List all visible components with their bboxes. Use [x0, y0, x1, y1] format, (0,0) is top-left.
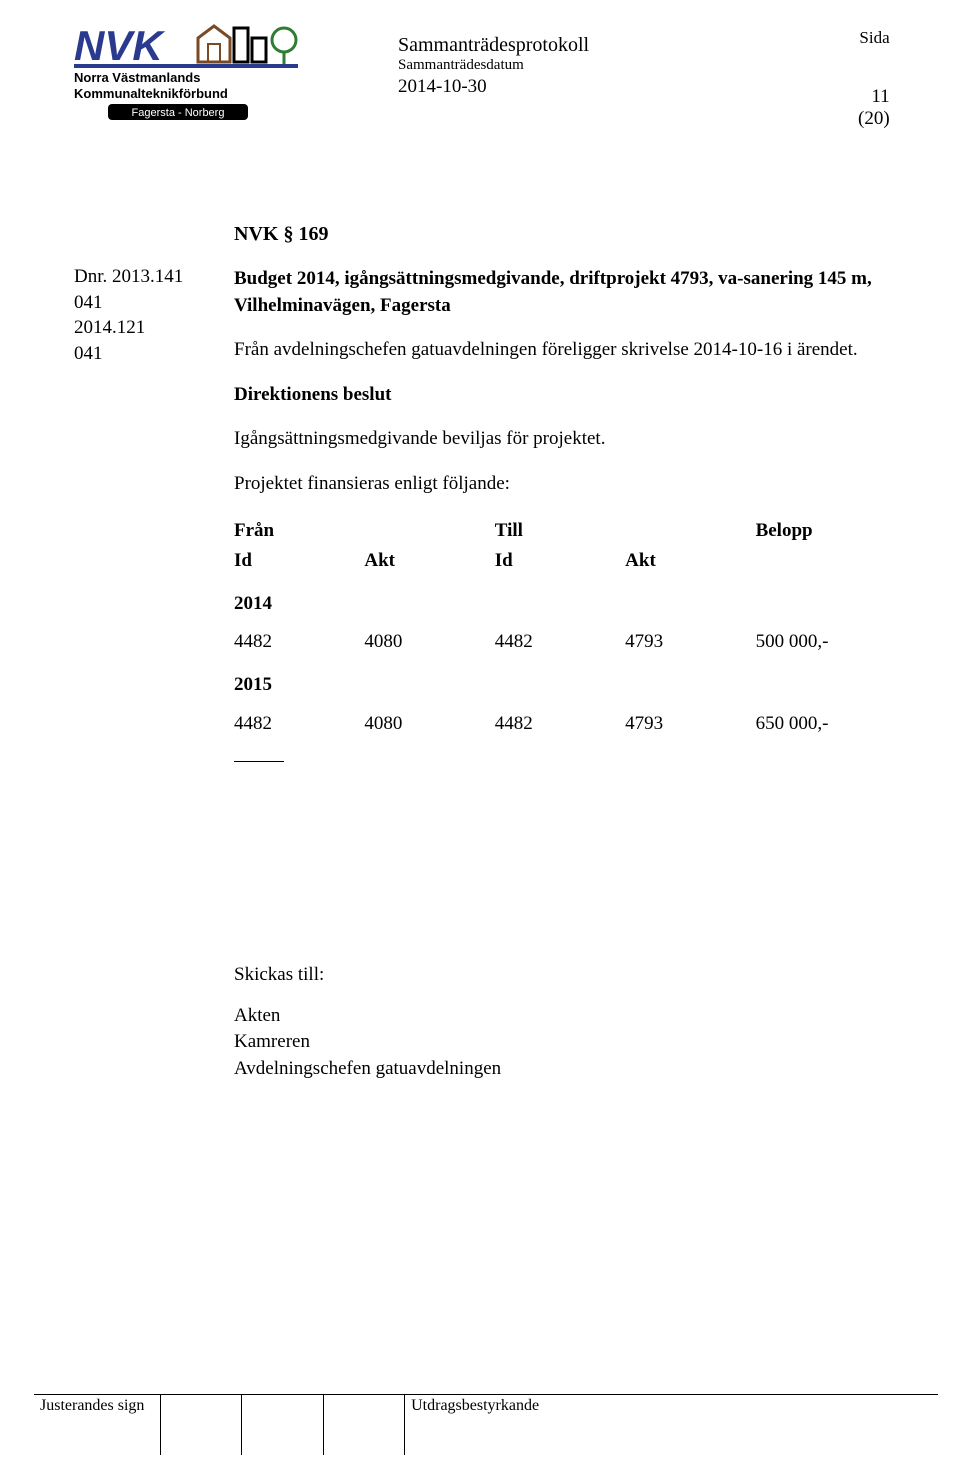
- beslut-label: Direktionens beslut: [234, 382, 886, 409]
- page-header: NVK Norra Västmanlands Kommunalteknikför…: [74, 20, 886, 130]
- sida-value: 11 (20): [858, 86, 890, 130]
- finance-table: Från Till Belopp Id Akt Id Akt 2014: [234, 516, 886, 740]
- header-right: Sida 11 (20): [858, 20, 890, 130]
- footer-left-label: Justerandes sign: [34, 1395, 161, 1456]
- table-row: 4482 4080 4482 4793 500 000,-: [234, 627, 886, 658]
- logo-line3: Kommunalteknikförbund: [74, 86, 228, 101]
- col-head: Akt: [364, 550, 395, 571]
- footer-right-label: Utdragsbestyrkande: [405, 1395, 938, 1456]
- paragraph: Igångsättningsmedgivande beviljas för pr…: [234, 426, 886, 453]
- table-year-row: 2014: [234, 577, 886, 628]
- cell: 4482: [234, 627, 364, 658]
- nvk-logo-icon: NVK Norra Västmanlands Kommunalteknikför…: [74, 20, 298, 122]
- cell: 500 000,-: [756, 627, 886, 658]
- footer-cell: [242, 1395, 323, 1456]
- table-head-row2: Id Akt Id Akt: [234, 546, 886, 577]
- table-row: 4482 4080 4482 4793 650 000,-: [234, 709, 886, 740]
- cell: 4793: [625, 709, 755, 740]
- dnr-row: 2014.121: [74, 317, 145, 338]
- dnr-label: Dnr.: [74, 266, 107, 287]
- content-column: NVK § 169 Budget 2014, igångsättningsmed…: [234, 220, 886, 1083]
- header-center: Sammanträdesprotokoll Sammanträdesdatum …: [398, 20, 858, 98]
- year-cell: 2014: [234, 577, 886, 628]
- col-head: Från: [234, 520, 274, 541]
- main-content: Dnr. 2013.141 041 2014.121 041 NVK § 169…: [74, 220, 886, 1083]
- protokoll-title: Sammanträdesprotokoll: [398, 34, 858, 57]
- item-title: Budget 2014, igångsättningsmedgivande, d…: [234, 266, 886, 319]
- dnr-row: 2013.141: [112, 266, 183, 287]
- cell: 4482: [495, 627, 625, 658]
- footer-table: Justerandes sign Utdragsbestyrkande: [34, 1394, 938, 1455]
- cell: 4482: [234, 709, 364, 740]
- cell: 4793: [625, 627, 755, 658]
- svg-text:NVK: NVK: [74, 22, 165, 69]
- datum-label: Sammanträdesdatum: [398, 57, 858, 74]
- cell: 4482: [495, 709, 625, 740]
- skickas-label: Skickas till:: [234, 962, 886, 989]
- paragraph: Projektet finansieras enligt följande:: [234, 471, 886, 498]
- footer-cell: [161, 1395, 242, 1456]
- cell: 4080: [364, 709, 494, 740]
- logo-line2: Norra Västmanlands: [74, 70, 200, 85]
- paragraph: Från avdelningschefen gatuavdelningen fö…: [234, 337, 886, 364]
- col-head: Akt: [625, 550, 656, 571]
- skickas-item: Kamreren: [234, 1029, 886, 1056]
- page: NVK Norra Västmanlands Kommunalteknikför…: [0, 0, 960, 1481]
- cell: 650 000,-: [756, 709, 886, 740]
- skickas-block: Skickas till: Akten Kamreren Avdelningsc…: [234, 962, 886, 1082]
- table-head-row: Från Till Belopp: [234, 516, 886, 547]
- org-logo: NVK Norra Västmanlands Kommunalteknikför…: [74, 20, 298, 127]
- dnr-row: 041: [74, 292, 103, 313]
- year-cell: 2015: [234, 658, 886, 709]
- table-year-row: 2015: [234, 658, 886, 709]
- skickas-item: Akten: [234, 1003, 886, 1030]
- page-footer: Justerandes sign Utdragsbestyrkande: [34, 1394, 938, 1455]
- dnr-row: 041: [74, 343, 103, 364]
- col-head: Id: [495, 550, 513, 571]
- col-head: Belopp: [756, 520, 813, 541]
- col-head: Id: [234, 550, 252, 571]
- datum-value: 2014-10-30: [398, 76, 487, 98]
- footer-cell: [323, 1395, 404, 1456]
- separator-line: [234, 761, 284, 762]
- nvk-heading: NVK § 169: [234, 220, 886, 248]
- col-head: Till: [495, 520, 523, 541]
- skickas-item: Avdelningschefen gatuavdelningen: [234, 1056, 886, 1083]
- sida-label: Sida: [858, 28, 890, 48]
- logo-pill: Fagersta - Norberg: [132, 107, 225, 119]
- cell: 4080: [364, 627, 494, 658]
- dnr-column: Dnr. 2013.141 041 2014.121 041: [74, 220, 234, 1083]
